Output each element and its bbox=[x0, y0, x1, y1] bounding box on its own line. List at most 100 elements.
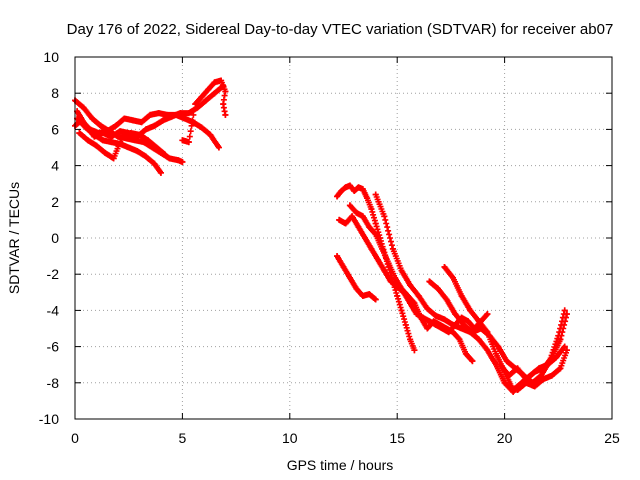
data-point bbox=[91, 133, 98, 140]
data-point bbox=[147, 111, 154, 118]
data-point bbox=[437, 321, 444, 328]
data-point bbox=[145, 137, 152, 144]
series-layer bbox=[72, 77, 570, 395]
x-tick-label: 15 bbox=[389, 430, 405, 446]
data-point bbox=[211, 90, 218, 97]
data-point bbox=[372, 296, 379, 303]
data-point bbox=[426, 278, 433, 285]
data-point bbox=[151, 122, 158, 129]
data-point bbox=[450, 274, 457, 281]
data-point bbox=[205, 86, 212, 93]
data-point bbox=[117, 128, 124, 135]
data-point bbox=[166, 155, 173, 162]
data-point bbox=[469, 329, 476, 336]
data-point bbox=[99, 130, 106, 137]
data-point bbox=[125, 144, 132, 151]
data-point bbox=[215, 144, 222, 151]
data-point bbox=[175, 157, 182, 164]
data-point bbox=[346, 182, 353, 189]
data-point bbox=[153, 144, 160, 151]
data-point bbox=[198, 93, 205, 100]
data-point bbox=[505, 372, 512, 379]
data-point bbox=[531, 383, 538, 390]
data-point bbox=[340, 263, 347, 270]
data-point bbox=[112, 122, 119, 129]
x-tick-label: 5 bbox=[179, 430, 187, 446]
data-point bbox=[432, 312, 439, 319]
data-point bbox=[557, 336, 564, 343]
data-point bbox=[355, 184, 362, 191]
data-point bbox=[359, 186, 366, 193]
data-point bbox=[102, 149, 109, 156]
data-point bbox=[538, 372, 545, 379]
x-tick-label: 0 bbox=[71, 430, 79, 446]
data-point bbox=[443, 325, 450, 332]
data-point bbox=[353, 209, 360, 216]
data-point bbox=[368, 245, 375, 252]
data-point bbox=[125, 130, 132, 137]
y-tick-label: 0 bbox=[51, 230, 59, 246]
data-point bbox=[458, 292, 465, 299]
data-point bbox=[185, 139, 192, 146]
y-tick-label: -2 bbox=[47, 266, 60, 282]
data-point bbox=[523, 379, 530, 386]
grid-layer bbox=[75, 57, 612, 419]
data-point bbox=[160, 117, 167, 124]
data-point bbox=[198, 124, 205, 131]
data-point bbox=[484, 347, 491, 354]
data-point bbox=[531, 368, 538, 375]
y-tick-label: 4 bbox=[51, 158, 59, 174]
data-point bbox=[181, 115, 188, 122]
data-point bbox=[495, 343, 502, 350]
data-point bbox=[364, 195, 371, 202]
data-point bbox=[84, 137, 91, 144]
data-point bbox=[450, 321, 457, 328]
data-point bbox=[389, 245, 396, 252]
data-point bbox=[381, 213, 388, 220]
data-point bbox=[540, 376, 547, 383]
data-point bbox=[353, 285, 360, 292]
data-point bbox=[392, 274, 399, 281]
chart-title: Day 176 of 2022, Sidereal Day-to-day VTE… bbox=[67, 21, 614, 38]
series-track-5 bbox=[74, 82, 227, 140]
data-point bbox=[134, 148, 141, 155]
data-point bbox=[443, 296, 450, 303]
data-point bbox=[430, 318, 437, 325]
data-point bbox=[398, 307, 405, 314]
data-point bbox=[467, 307, 474, 314]
data-point bbox=[179, 158, 186, 165]
data-point bbox=[334, 253, 341, 260]
data-point bbox=[89, 115, 96, 122]
data-point bbox=[514, 365, 521, 372]
data-point bbox=[366, 224, 373, 231]
data-point bbox=[460, 321, 467, 328]
data-point bbox=[349, 213, 356, 220]
data-point bbox=[334, 193, 341, 200]
data-point bbox=[411, 347, 418, 354]
data-point bbox=[108, 139, 115, 146]
data-point bbox=[121, 115, 128, 122]
data-point bbox=[387, 278, 394, 285]
data-point bbox=[220, 101, 227, 108]
data-point bbox=[561, 343, 568, 350]
data-point bbox=[194, 104, 201, 111]
data-point bbox=[80, 104, 87, 111]
series-track-9 bbox=[334, 253, 379, 303]
data-point bbox=[462, 350, 469, 357]
y-tick-label: -8 bbox=[47, 375, 60, 391]
data-point bbox=[484, 311, 491, 318]
data-point bbox=[222, 111, 229, 118]
data-point bbox=[168, 113, 175, 120]
data-point bbox=[211, 79, 218, 86]
data-point bbox=[452, 311, 459, 318]
data-point bbox=[398, 267, 405, 274]
data-point bbox=[97, 122, 104, 129]
data-point bbox=[379, 245, 386, 252]
data-point bbox=[424, 305, 431, 312]
data-point bbox=[155, 110, 162, 117]
data-point bbox=[540, 365, 547, 372]
y-tick-label: 2 bbox=[51, 194, 59, 210]
data-point bbox=[450, 329, 457, 336]
